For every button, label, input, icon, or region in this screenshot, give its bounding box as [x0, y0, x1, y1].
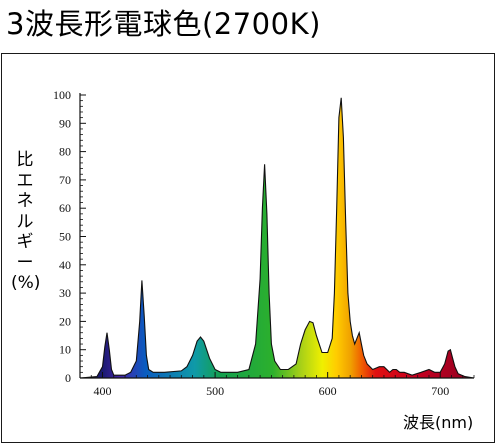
y-tick-label-80: 80	[59, 145, 71, 159]
y-tick-label-10: 10	[59, 343, 71, 357]
y-tick-label-0: 0	[65, 371, 71, 385]
spectrum-area	[80, 97, 474, 379]
x-tick-label-500: 500	[206, 384, 224, 398]
y-tick-label-30: 30	[59, 286, 71, 300]
x-axis-label: 波長(nm)	[403, 413, 474, 432]
y-tick-label-90: 90	[59, 116, 71, 130]
y-label-char: エ	[16, 170, 34, 191]
y-label-char: ギ	[16, 232, 34, 252]
chart-title: 3波長形電球色(2700K)	[6, 7, 321, 41]
spectrum-line	[79, 97, 475, 379]
y-label-char: ル	[16, 211, 34, 232]
y-tick-label-40: 40	[59, 258, 71, 272]
y-tick-label-60: 60	[59, 201, 71, 215]
y-tick-label-20: 20	[59, 314, 71, 328]
x-tick-label-700: 700	[431, 384, 449, 398]
y-tick-label-100: 100	[53, 88, 71, 102]
x-tick-label-400: 400	[94, 384, 112, 398]
y-label-char: (%)	[11, 273, 41, 293]
y-label-char: ー	[16, 252, 34, 273]
y-axis-label: 比エネルギー (%)	[11, 150, 41, 294]
y-label-char: ネ	[16, 191, 34, 211]
chart-frame	[1, 53, 495, 443]
y-tick-label-50: 50	[59, 230, 71, 244]
y-tick-label-70: 70	[59, 173, 71, 187]
y-label-char: 比	[16, 150, 34, 170]
x-tick-label-600: 600	[319, 384, 337, 398]
